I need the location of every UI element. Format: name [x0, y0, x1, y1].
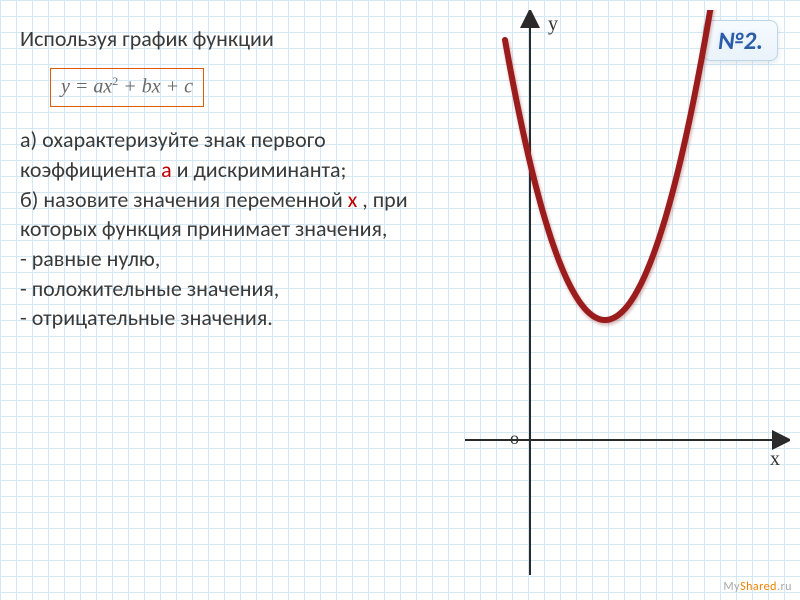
task-b: б) назовите значения переменной х , при … — [20, 185, 450, 244]
title-line: Используя график функции — [20, 24, 450, 54]
formula-box: y = ax2 + bx + c — [50, 68, 204, 108]
slide-content: №2. Используя график функции y = ax2 + b… — [0, 0, 800, 600]
watermark: МуShared.ru — [723, 580, 792, 594]
task-b-variable: х — [348, 186, 358, 213]
bullet-2: - положительные значения, — [20, 274, 450, 304]
y-axis-label: у — [548, 13, 558, 36]
watermark-tail: .ru — [777, 580, 792, 594]
watermark-plain: Му — [723, 580, 740, 594]
chart-svg — [460, 10, 790, 580]
bullet-3: - отрицательные значения. — [20, 303, 450, 333]
origin-label: о — [510, 428, 519, 449]
task-a-variable: а — [161, 156, 172, 183]
text-block: Используя график функции y = ax2 + bx + … — [20, 24, 450, 333]
task-a: а) охарактеризуйте знак первого коэффици… — [20, 125, 450, 184]
chart-area: у х о — [460, 10, 790, 580]
x-axis-label: х — [770, 448, 780, 471]
task-a-suffix: и дискриминанта; — [172, 156, 347, 183]
bullet-1: - равные нулю, — [20, 244, 450, 274]
watermark-highlight: Shared — [740, 580, 777, 594]
task-b-prefix: б) назовите значения переменной — [20, 186, 348, 213]
